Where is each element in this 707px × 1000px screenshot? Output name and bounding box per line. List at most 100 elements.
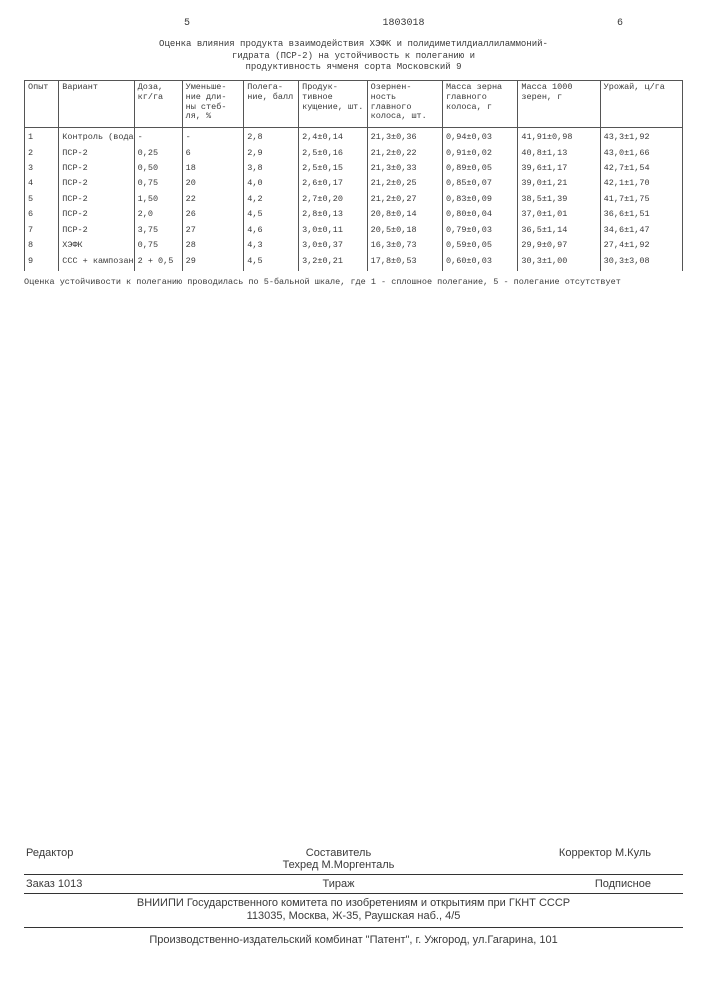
table-cell: 0,94±0,03 [443,128,518,146]
table-cell: 4,6 [244,223,299,238]
table-cell: 2 [25,146,59,161]
table-cell: 26 [182,207,244,222]
table-body: 1Контроль (вода)--2,82,4±0,1421,3±0,360,… [25,128,683,272]
col-urozhay: Урожай, ц/га [600,81,682,128]
table-cell: 5 [25,192,59,207]
table-cell: 2,8±0,13 [299,207,368,222]
table-cell: 4,3 [244,238,299,253]
tirazh-label: Тираж [234,878,442,890]
table-cell: 29,9±0,97 [518,238,600,253]
table-cell: 8 [25,238,59,253]
col-kuschenie: Продук- тивное кущение, шт. [299,81,368,128]
table-cell: ПСР-2 [59,176,134,191]
table-row: 8ХЭФК0,75284,33,0±0,3716,3±0,730,59±0,05… [25,238,683,253]
title-line-3: продуктивность ячменя сорта Московский 9 [73,62,633,74]
table-cell: 38,5±1,39 [518,192,600,207]
data-table: Опыт Вариант Доза, кг/га Уменьше- ние дл… [24,80,683,271]
colophon-row-1: Редактор Составитель Техред М.Моргенталь… [24,844,683,875]
table-cell: - [182,128,244,146]
table-cell: 0,89±0,05 [443,161,518,176]
table-cell: 22 [182,192,244,207]
title-line-1: Оценка влияния продукта взаимодействия Х… [73,39,633,51]
table-row: 7ПСР-23,75274,63,0±0,1120,5±0,180,79±0,0… [25,223,683,238]
table-cell: 2,5±0,16 [299,146,368,161]
table-title: Оценка влияния продукта взаимодействия Х… [73,39,633,74]
table-cell: 0,85±0,07 [443,176,518,191]
table-cell: 3,75 [134,223,182,238]
table-cell: 2,4±0,14 [299,128,368,146]
table-cell: 36,6±1,51 [600,207,682,222]
table-row: 6ПСР-22,0264,52,8±0,1320,8±0,140,80±0,04… [25,207,683,222]
table-cell: 4,5 [244,207,299,222]
table-cell: 2,8 [244,128,299,146]
col-variant: Вариант [59,81,134,128]
table-cell: 43,0±1,66 [600,146,682,161]
table-cell: ПСР-2 [59,207,134,222]
table-cell: 6 [182,146,244,161]
table-cell: 43,3±1,92 [600,128,682,146]
table-cell: ПСР-2 [59,192,134,207]
table-cell: 16,3±0,73 [367,238,442,253]
table-cell: 37,0±1,01 [518,207,600,222]
table-cell: ПСР-2 [59,161,134,176]
table-row: 9ССС + кампозан2 + 0,5294,53,2±0,2117,8±… [25,254,683,271]
page-right-num: 6 [617,18,623,29]
col-poleganie: Полега- ние, балл [244,81,299,128]
institute-name: ВНИИПИ Государственного комитета по изоб… [137,897,570,909]
table-cell: 2,7±0,20 [299,192,368,207]
table-cell: 0,60±0,03 [443,254,518,271]
podpisnoe-label: Подписное [443,878,681,890]
table-cell: 28 [182,238,244,253]
table-cell: 3,8 [244,161,299,176]
table-cell: ХЭФК [59,238,134,253]
table-cell: 3 [25,161,59,176]
table-cell: 34,6±1,47 [600,223,682,238]
table-cell: 1,50 [134,192,182,207]
table-cell: 4 [25,176,59,191]
table-row: 1Контроль (вода)--2,82,4±0,1421,3±0,360,… [25,128,683,146]
table-cell: 21,2±0,22 [367,146,442,161]
table-cell: 4,5 [244,254,299,271]
table-header-row: Опыт Вариант Доза, кг/га Уменьше- ние дл… [25,81,683,128]
compiler-label: Составитель [306,847,371,859]
colophon: Редактор Составитель Техред М.Моргенталь… [24,844,683,947]
table-cell: 42,1±1,70 [600,176,682,191]
col-massa-glavnogo: Масса зерна главного колоса, г [443,81,518,128]
producer-line: Производственно-издательский комбинат "П… [24,928,683,946]
editor-label: Редактор [26,847,234,871]
table-cell: ПСР-2 [59,223,134,238]
table-cell: 2,0 [134,207,182,222]
table-cell: 41,7±1,75 [600,192,682,207]
col-opyt: Опыт [25,81,59,128]
techred-label: Техред М.Моргенталь [283,859,395,871]
compiler-techred: Составитель Техред М.Моргенталь [234,847,442,871]
table-cell: 3,0±0,11 [299,223,368,238]
table-cell: 0,50 [134,161,182,176]
table-cell: 0,79±0,03 [443,223,518,238]
table-cell: 20 [182,176,244,191]
corrector-label: Корректор М.Куль [443,847,681,871]
table-cell: 2 + 0,5 [134,254,182,271]
table-cell: 9 [25,254,59,271]
col-umen: Уменьше- ние дли- ны стеб- ля, % [182,81,244,128]
table-footnote: Оценка устойчивости к полеганию проводил… [24,277,683,288]
table-cell: 7 [25,223,59,238]
table-cell: 30,3±3,08 [600,254,682,271]
table-cell: ПСР-2 [59,146,134,161]
table-cell: 27,4±1,92 [600,238,682,253]
col-ozernennost: Озернен- ность главного колоса, шт. [367,81,442,128]
table-cell: 6 [25,207,59,222]
table-cell: 21,3±0,36 [367,128,442,146]
table-cell: 21,2±0,27 [367,192,442,207]
table-cell: 0,91±0,02 [443,146,518,161]
table-cell: 29 [182,254,244,271]
table-cell: - [134,128,182,146]
table-row: 3ПСР-20,50183,82,5±0,1521,3±0,330,89±0,0… [25,161,683,176]
table-cell: 3,2±0,21 [299,254,368,271]
header-numbers: 5 1803018 6 [24,18,683,29]
table-cell: 3,0±0,37 [299,238,368,253]
table-cell: 0,25 [134,146,182,161]
table-row: 5ПСР-21,50224,22,7±0,2021,2±0,270,83±0,0… [25,192,683,207]
table-cell: ССС + кампозан [59,254,134,271]
table-cell: 40,8±1,13 [518,146,600,161]
